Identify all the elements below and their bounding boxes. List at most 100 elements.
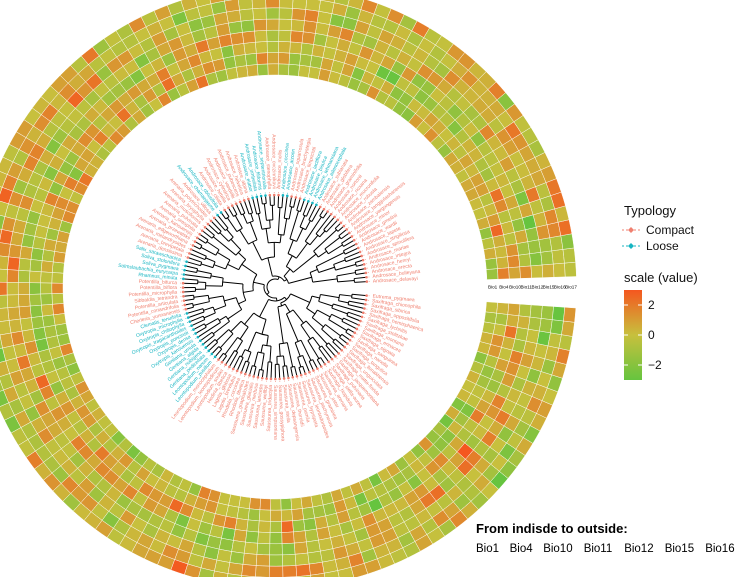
heatmap-cell: [256, 63, 269, 76]
heatmap-cell: [249, 497, 261, 510]
tree-branch: [302, 201, 309, 216]
heatmap-cell: [507, 303, 521, 317]
heatmap-cell: [29, 304, 43, 318]
tree-branch: [343, 317, 359, 326]
heatmap-cell: [541, 263, 555, 278]
tip-point: [299, 373, 303, 377]
tree-branch: [344, 251, 361, 259]
heatmap-cell: [269, 532, 283, 545]
tree-arc: [218, 231, 222, 235]
tree-branch: [318, 300, 333, 307]
tree-branch: [318, 347, 329, 363]
tree-arc: [205, 239, 209, 244]
heatmap-cell: [494, 312, 509, 326]
heatmap-cell: [0, 171, 8, 188]
tree-branch: [285, 255, 293, 267]
tree-branch: [340, 232, 350, 240]
tree-branch: [288, 276, 312, 284]
heatmap-cell: [290, 19, 305, 33]
tree-branch: [247, 198, 254, 214]
tree-branch: [235, 340, 243, 352]
tip-point: [308, 370, 311, 374]
tree-branch: [334, 222, 342, 229]
tree-branch: [224, 297, 237, 302]
tip-label: Saussurea_tridactyla: [266, 385, 274, 432]
tree-arc: [278, 234, 284, 236]
heatmap-cell: [278, 18, 292, 31]
tree-branch: [304, 216, 322, 242]
heatmap-cell: [278, 52, 290, 65]
heatmap-cell: [231, 43, 246, 57]
tip-point: [304, 372, 307, 376]
tree-arc: [212, 306, 216, 314]
tip-point: [285, 194, 289, 198]
tip-point: [212, 216, 216, 220]
tip-point: [361, 258, 365, 262]
tree-arc: [302, 214, 307, 217]
tree-branch: [283, 218, 288, 236]
tree-branch: [313, 229, 337, 252]
heatmap-cell: [538, 237, 553, 253]
tree-arc: [266, 278, 279, 293]
heatmap-cell: [290, 30, 304, 44]
tree-branch: [185, 306, 194, 310]
tree-branch: [197, 322, 221, 338]
tip-point: [290, 195, 293, 198]
tree-branch: [238, 300, 246, 305]
heatmap-cell: [246, 64, 259, 77]
tree-branch: [312, 359, 318, 369]
tree-branch: [240, 360, 247, 373]
footer-item-bio4: Bio4: [510, 543, 534, 555]
tip-point: [185, 312, 189, 315]
tip-point: [342, 224, 346, 228]
heatmap-cell: [333, 0, 350, 7]
tip-point: [201, 342, 205, 346]
tree-branch: [348, 311, 363, 318]
tip-point: [319, 365, 323, 368]
tree-arc: [225, 316, 230, 322]
tree-branch: [228, 352, 239, 368]
tip-point: [203, 225, 207, 229]
tree-branch: [208, 341, 219, 352]
heatmap-cell: [304, 528, 319, 543]
tree-branch: [282, 366, 285, 379]
scale-legend: scale (value) 2 0 −2: [624, 270, 698, 380]
scale-tick-label: 0: [648, 328, 655, 342]
heatmap-cell: [228, 20, 243, 35]
heatmap-cell: [295, 563, 311, 577]
tree-branch: [214, 305, 227, 311]
tree-arc: [233, 214, 238, 217]
tip-label: Sibbaldia_tetrandra: [134, 294, 178, 304]
tree-arc: [347, 301, 350, 305]
tip-point: [188, 252, 191, 255]
tip-point: [272, 193, 276, 197]
tip-point: [251, 196, 254, 200]
tree-branch: [292, 309, 304, 324]
tree-branch: [337, 279, 355, 283]
tree-branch: [288, 206, 293, 220]
heatmap-cell: [517, 315, 531, 330]
tree-branch: [218, 352, 224, 360]
tree-branch: [247, 331, 257, 352]
tree-branch: [227, 309, 242, 320]
heatmap-cell: [508, 266, 521, 280]
tree-arc: [204, 256, 207, 260]
ring-labels: Bio1 Bio4 Bio10 Bio11 Bio12 Bio15 Bio16 Bio17: [488, 285, 577, 290]
tree-branch: [341, 333, 351, 341]
heatmap-cell: [230, 32, 245, 46]
heatmap-cell: [0, 215, 6, 230]
tip-point: [210, 352, 214, 356]
heatmap-cell: [41, 249, 55, 263]
tip-label: Androsace_stenophylla: [263, 137, 272, 189]
heatmap-cell: [282, 554, 297, 567]
tree-branch: [297, 357, 302, 368]
tree-branch: [224, 209, 230, 217]
tree-branch: [344, 247, 359, 255]
tree-branch: [300, 339, 312, 361]
footer-item-bio1: Bio1: [476, 543, 499, 555]
tip-label: Saussurea_simpsoniana: [272, 385, 278, 440]
heatmap-cell: [18, 270, 31, 283]
heatmap-cell: [244, 53, 258, 66]
heatmap-cell: [558, 334, 573, 351]
